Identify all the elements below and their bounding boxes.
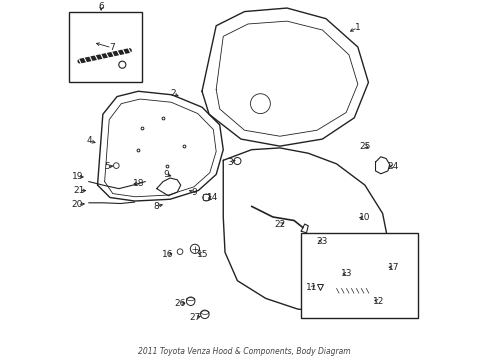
Text: 14: 14 xyxy=(206,193,218,202)
Text: 9: 9 xyxy=(163,170,168,179)
Text: 26: 26 xyxy=(174,299,185,308)
Text: 17: 17 xyxy=(386,263,398,272)
Bar xyxy=(301,233,417,318)
Text: 5: 5 xyxy=(104,162,110,171)
Text: 25: 25 xyxy=(359,141,370,150)
Text: 2011 Toyota Venza Hood & Components, Body Diagram: 2011 Toyota Venza Hood & Components, Bod… xyxy=(138,347,350,356)
Text: 6: 6 xyxy=(98,2,104,11)
Text: 18: 18 xyxy=(132,179,144,188)
Text: 7: 7 xyxy=(109,43,114,52)
Text: 1: 1 xyxy=(354,23,360,32)
Text: 22: 22 xyxy=(274,220,285,229)
Text: 2: 2 xyxy=(170,89,175,98)
Text: 16: 16 xyxy=(161,249,173,258)
Text: 3: 3 xyxy=(227,158,233,167)
Text: 8: 8 xyxy=(153,202,159,211)
Text: 19: 19 xyxy=(71,172,83,181)
Text: 24: 24 xyxy=(387,162,398,171)
Text: 10: 10 xyxy=(358,213,370,222)
Text: 4: 4 xyxy=(86,136,92,145)
Text: 11: 11 xyxy=(305,283,317,292)
Bar xyxy=(69,12,142,82)
Text: 15: 15 xyxy=(197,249,208,258)
Text: 13: 13 xyxy=(340,269,351,278)
Text: 20: 20 xyxy=(72,200,83,209)
Text: 27: 27 xyxy=(189,314,200,323)
Text: 23: 23 xyxy=(316,237,327,246)
Text: 21: 21 xyxy=(73,186,84,195)
Text: 9: 9 xyxy=(191,188,197,197)
Text: 12: 12 xyxy=(372,297,383,306)
